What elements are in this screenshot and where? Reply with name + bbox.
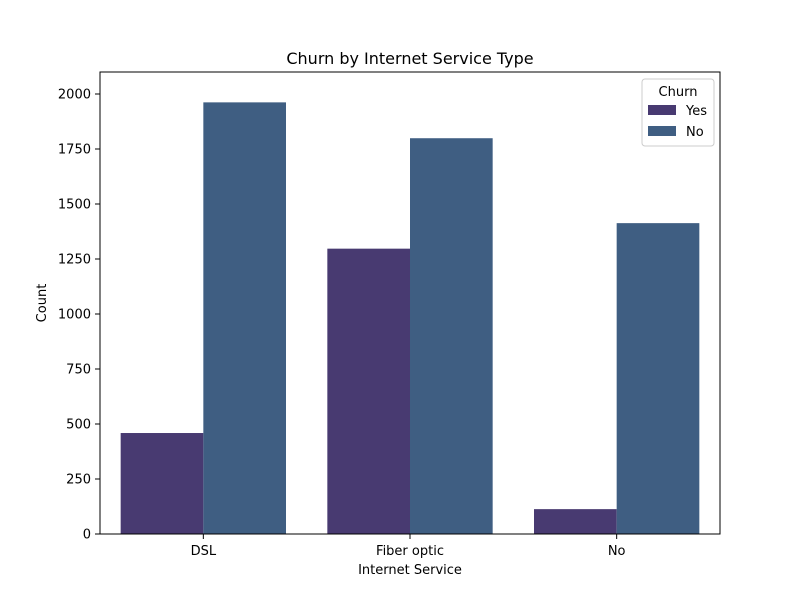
y-axis-label: Count	[35, 284, 50, 323]
x-tick-label: No	[608, 544, 626, 559]
bar-dsl-no	[203, 102, 286, 535]
bar-no-yes	[534, 509, 617, 534]
y-tick-label: 250	[66, 473, 91, 488]
y-tick-label: 1750	[58, 143, 91, 158]
legend-title: Churn	[659, 85, 698, 100]
y-tick-label: 1500	[58, 198, 91, 213]
legend-items: Yes No	[648, 104, 707, 140]
y-tick-label: 750	[66, 363, 91, 378]
bars-layer	[120, 102, 700, 535]
y-tick-label: 500	[66, 418, 91, 433]
y-axis: 0 250 500 750 1000 1250 1500 1750 2000	[58, 88, 100, 543]
legend-label-no: No	[686, 125, 704, 140]
bar-fiber-optic-no	[410, 138, 493, 534]
y-tick-label: 2000	[58, 88, 91, 103]
plot-frame	[99, 71, 721, 535]
y-tick-label: 1250	[58, 253, 91, 268]
y-tick-label: 1000	[58, 308, 91, 323]
bar-dsl-yes	[120, 433, 204, 534]
legend: Churn Yes No	[641, 78, 715, 147]
legend-swatch-yes	[648, 105, 676, 115]
x-tick-label: DSL	[191, 544, 217, 559]
bar-fiber-optic-yes	[327, 248, 410, 534]
y-tick-label: 0	[83, 528, 91, 543]
x-tick-label: Fiber optic	[376, 544, 444, 559]
legend-label-yes: Yes	[685, 104, 707, 119]
bar-no-no	[616, 223, 700, 534]
legend-swatch-no	[648, 126, 676, 136]
chart-title: Churn by Internet Service Type	[286, 49, 533, 68]
x-axis: DSL Fiber optic No	[191, 534, 626, 559]
x-axis-label: Internet Service	[358, 563, 462, 578]
